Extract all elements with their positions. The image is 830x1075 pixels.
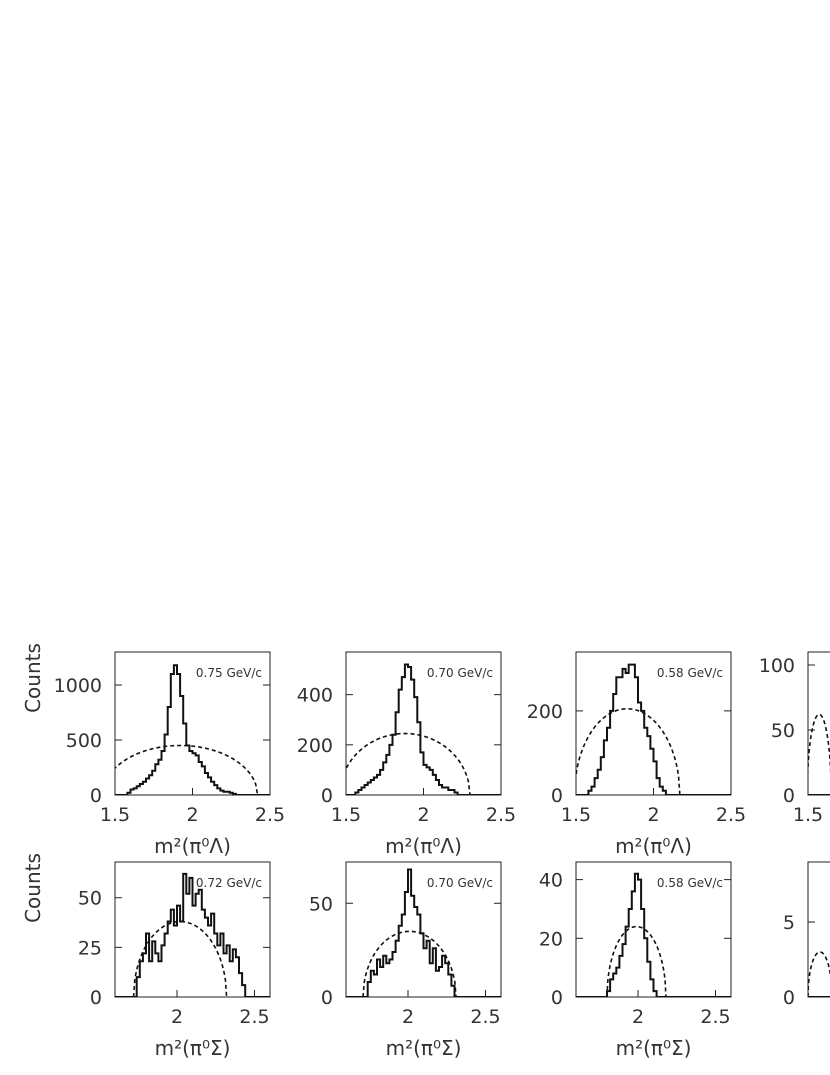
x-axis-label: m²(π⁰Σ) (155, 1036, 231, 1060)
x-tick-label: 2 (632, 1006, 644, 1028)
x-axis-label: m²(π⁰Λ) (385, 834, 462, 858)
x-tick-label: 2 (647, 804, 659, 826)
y-tick-label: 200 (297, 735, 333, 757)
phase-space-curve (576, 707, 681, 795)
plot-frame (807, 861, 830, 998)
phase-space-curve (606, 925, 667, 997)
histogram-panel-4: 0 25 50 2 2.5 0.72 GeV/c m²(π⁰Σ) Counts (21, 853, 271, 1060)
momentum-annotation: 0.75 GeV/c (196, 666, 262, 680)
phase-space-curve (346, 732, 471, 795)
y-tick-label: 25 (78, 937, 102, 959)
momentum-annotation: 0.58 GeV/c (657, 876, 723, 890)
y-tick-label: 50 (309, 893, 333, 915)
plot-frame (575, 861, 732, 998)
y-tick-label: 0 (783, 987, 795, 1009)
x-tick-label: 2 (417, 804, 429, 826)
y-tick-label: 0 (551, 987, 563, 1009)
histogram-series (576, 872, 731, 997)
phase-space-curve (362, 930, 457, 997)
y-tick-label: 40 (539, 870, 563, 892)
y-tick-label: 0 (783, 785, 795, 807)
y-tick-label: 400 (297, 685, 333, 707)
x-tick-label: 1.5 (100, 804, 130, 826)
x-axis-label: m²(π⁰Λ) (615, 834, 692, 858)
y-tick-label: 0 (551, 785, 563, 807)
momentum-annotation: 0.72 GeV/c (196, 876, 262, 890)
y-tick-label: 50 (78, 888, 102, 910)
x-axis-label: m²(π⁰Σ) (386, 1036, 462, 1060)
x-axis-label: m²(π⁰Λ) (154, 834, 231, 858)
y-tick-label: 0 (90, 785, 102, 807)
histogram-series (115, 872, 270, 997)
x-tick-label: 2 (171, 1006, 183, 1028)
x-axis-label: m²(π⁰Σ) (616, 1036, 692, 1060)
y-axis-label: Counts (21, 643, 45, 713)
y-tick-label: 0 (321, 785, 333, 807)
momentum-annotation: 0.70 GeV/c (427, 876, 493, 890)
histogram-series (346, 663, 501, 795)
x-tick-label: 2.5 (716, 804, 746, 826)
y-tick-label: 200 (527, 701, 563, 723)
plot-frame (345, 861, 502, 998)
histogram-panel-3: 0 200 1.5 2 2.5 0.58 GeV/c m²(π⁰Λ) (527, 651, 746, 858)
histogram-series (576, 663, 731, 795)
momentum-annotation: 0.58 GeV/c (657, 666, 723, 680)
histogram-panel-6: 0 20 40 2 2.5 0.58 GeV/c m²(π⁰Σ) (539, 861, 732, 1060)
histogram-panel-5: 0 50 2 2.5 0.70 GeV/c m²(π⁰Σ) (309, 861, 502, 1060)
x-tick-label: 1.5 (561, 804, 591, 826)
x-tick-label: 2.5 (470, 1006, 500, 1028)
histogram-panel-1: 0 500 1000 1.5 2 2.5 0.75 GeV/c m²(π⁰Λ) Counts (21, 643, 285, 858)
momentum-annotation: 0.70 GeV/c (427, 666, 493, 680)
x-tick-label: 1.5 (793, 804, 823, 826)
histogram-series (346, 868, 501, 997)
y-tick-label: 100 (759, 655, 795, 677)
plot-frame (114, 861, 271, 998)
histogram-panel-2: 0 200 400 1.5 2 2.5 0.70 GeV/c m²(π⁰Λ) (297, 651, 516, 858)
y-tick-label: 20 (539, 928, 563, 950)
y-tick-label: 500 (66, 730, 102, 752)
y-tick-label: 5 (783, 912, 795, 934)
y-axis-label: Counts (21, 853, 45, 923)
x-tick-label: 2 (186, 804, 198, 826)
x-tick-label: 2.5 (239, 1006, 269, 1028)
x-tick-label: 2.5 (486, 804, 516, 826)
x-tick-label: 2.5 (255, 804, 285, 826)
y-tick-label: 0 (321, 987, 333, 1009)
phase-space-curve (115, 744, 259, 795)
phase-space-curve (808, 951, 830, 997)
phase-space-curve (808, 713, 830, 795)
x-tick-label: 2 (402, 1006, 414, 1028)
x-tick-label: 2.5 (700, 1006, 730, 1028)
histogram-panel-7: 0 50 100 1.5 (759, 651, 830, 826)
histogram-panel-8: 05 (783, 861, 830, 1009)
y-tick-label: 1000 (54, 675, 102, 697)
y-tick-label: 50 (771, 720, 795, 742)
histogram-series (115, 664, 270, 795)
phase-space-curve (132, 920, 228, 997)
x-tick-label: 1.5 (331, 804, 361, 826)
plot-frame (807, 651, 830, 796)
y-tick-label: 0 (90, 987, 102, 1009)
